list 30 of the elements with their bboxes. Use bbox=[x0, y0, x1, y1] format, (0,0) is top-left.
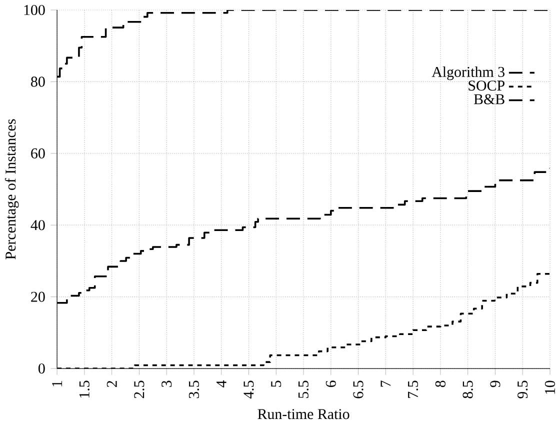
x-tick-label: 10 bbox=[544, 380, 556, 394]
legend-label: Algorithm 3 bbox=[432, 66, 504, 80]
y-tick-label: 0 bbox=[38, 363, 45, 374]
y-tick-label: 80 bbox=[31, 76, 45, 87]
x-tick-label: 2.5 bbox=[134, 380, 144, 398]
x-tick-label: 2 bbox=[106, 380, 117, 387]
x-tick-label: 4 bbox=[216, 380, 226, 388]
y-tick-label: 60 bbox=[31, 148, 45, 158]
y-tick-label: 20 bbox=[31, 292, 45, 302]
x-tick-label: 3 bbox=[162, 380, 172, 387]
x-tick-label: 7 bbox=[380, 380, 391, 387]
legend-label: B&B bbox=[474, 94, 504, 104]
legend-label: SOCP bbox=[468, 80, 504, 91]
x-tick-label: 5 bbox=[271, 380, 282, 387]
x-tick-label: 5.5 bbox=[298, 380, 309, 398]
x-tick-label: 3.5 bbox=[188, 380, 200, 398]
x-tick-label: 9 bbox=[490, 380, 500, 388]
x-tick-label: 1 bbox=[52, 381, 62, 386]
x-tick-label: 8 bbox=[435, 380, 446, 388]
y-tick-label: 100 bbox=[24, 4, 45, 15]
x-tick-label: 4.5 bbox=[244, 380, 254, 399]
x-tick-label: 7.5 bbox=[408, 380, 418, 398]
x-tick-label: 6.5 bbox=[353, 380, 364, 398]
y-axis-title: Percentage of Instances bbox=[4, 119, 19, 260]
x-axis-title: Run-time Ratio bbox=[258, 409, 350, 420]
x-tick-label: 9.5 bbox=[518, 380, 528, 398]
x-tick-label: 1.5 bbox=[79, 380, 90, 398]
x-tick-label: 6 bbox=[326, 380, 336, 387]
x-tick-label: 8.5 bbox=[462, 380, 473, 398]
y-tick-label: 40 bbox=[30, 220, 45, 230]
